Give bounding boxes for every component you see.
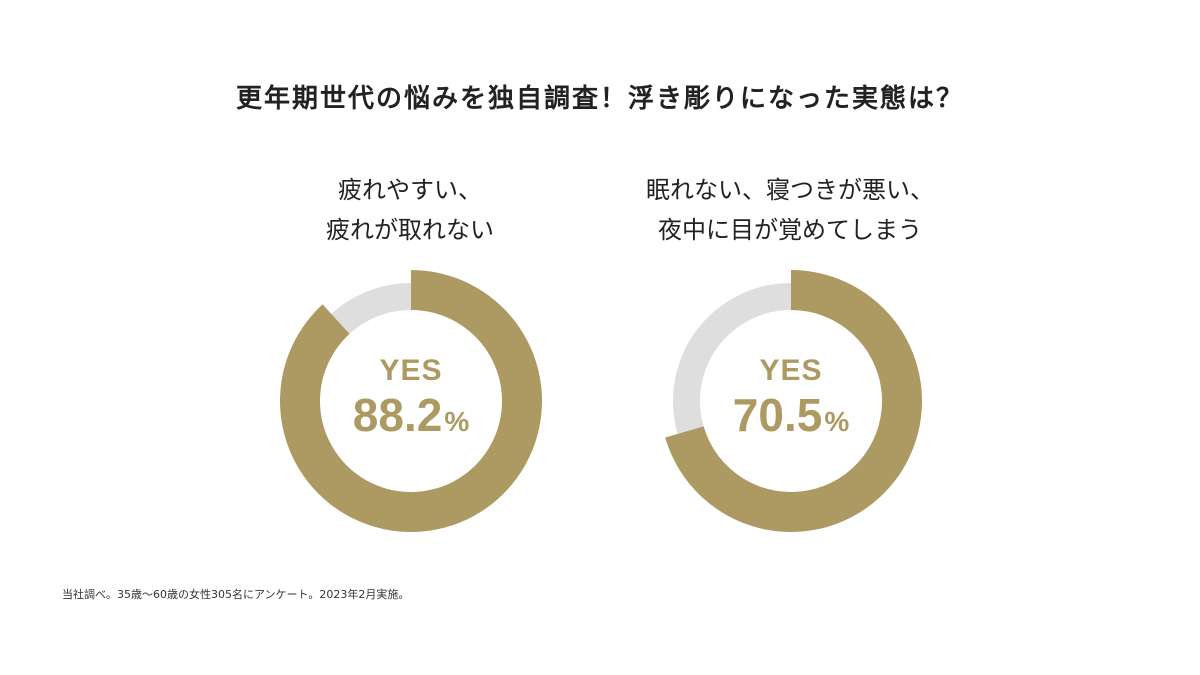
donut-center-label: YES 70.5% [660, 270, 922, 532]
percent-sign: % [444, 405, 470, 437]
page-title: 更年期世代の悩みを独自調査！浮き彫りになった実態は？ [235, 84, 964, 114]
chart-question-line-2: 夜中に目が覚めてしまう [658, 216, 922, 244]
donut-chart-sleep: 眠れない、寝つきが悪い、 夜中に目が覚めてしまう YES 70.5% [620, 170, 960, 550]
footnote: 当社調べ。35歳〜60歳の女性305名にアンケート。2023年2月実施。 [62, 588, 410, 601]
percent-value: 70.5% [733, 388, 849, 449]
chart-question: 疲れやすい、 疲れが取れない [240, 170, 580, 250]
percent-value: 88.2% [353, 388, 469, 449]
percent-sign: % [824, 405, 850, 437]
donut-chart-fatigue: 疲れやすい、 疲れが取れない YES 88.2% [240, 170, 580, 550]
chart-question: 眠れない、寝つきが悪い、 夜中に目が覚めてしまう [620, 170, 960, 250]
donut-svg [280, 270, 542, 532]
chart-question-line-1: 眠れない、寝つきが悪い、 [646, 176, 934, 204]
donut-svg [665, 270, 922, 532]
donut-slice-yes [665, 270, 922, 532]
donut-slice-remainder [673, 283, 791, 434]
yes-label: YES [759, 353, 823, 387]
percent-number: 70.5 [732, 388, 823, 441]
chart-question-line-1: 疲れやすい、 [338, 176, 482, 204]
donut-center-label: YES 88.2% [280, 270, 542, 532]
yes-label: YES [379, 353, 443, 387]
percent-number: 88.2 [352, 388, 443, 441]
donut-slice-remainder [331, 283, 411, 334]
chart-question-line-2: 疲れが取れない [326, 216, 494, 244]
donut-slice-yes [280, 270, 542, 532]
